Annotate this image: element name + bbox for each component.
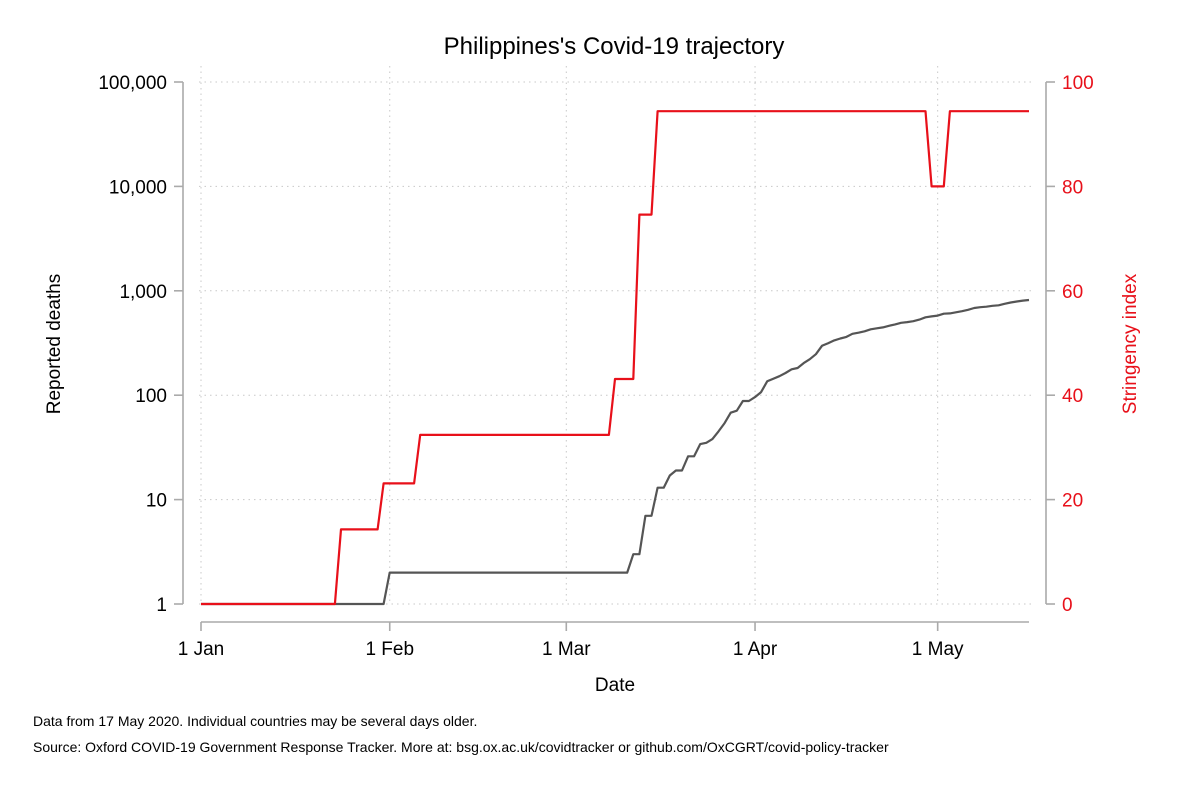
left-axis-tick-label: 1,000 <box>119 282 167 303</box>
right-axis-tick-label: 80 <box>1062 177 1083 198</box>
left-axis-title: Reported deaths <box>44 274 65 415</box>
right-axis-tick-label: 40 <box>1062 386 1083 407</box>
right-axis-tick-label: 0 <box>1062 595 1073 616</box>
right-axis-tick-label: 100 <box>1062 73 1094 94</box>
x-axis-tick-label: 1 Feb <box>365 639 414 660</box>
left-axis-tick-label: 10 <box>146 491 167 512</box>
series <box>201 110 1030 606</box>
right-axis-tick-label: 20 <box>1062 491 1083 512</box>
chart-title: Philippines's Covid-19 trajectory <box>444 33 785 60</box>
source-note: Source: Oxford COVID-19 Government Respo… <box>33 739 889 755</box>
x-axis-tick-label: 1 Apr <box>733 639 778 660</box>
deaths-line <box>201 298 1030 606</box>
x-axis-tick-label: 1 Jan <box>178 639 224 660</box>
left-axis-tick-label: 100,000 <box>98 73 167 94</box>
stringency-line <box>201 110 1029 606</box>
x-axis-title: Date <box>595 675 635 696</box>
right-axis-title: Stringency index <box>1120 273 1141 414</box>
data-date-note: Data from 17 May 2020. Individual countr… <box>33 713 477 729</box>
grid <box>199 66 1031 605</box>
left-axis-tick-label: 10,000 <box>109 177 167 198</box>
left-axis-tick-label: 1 <box>156 595 167 616</box>
x-axis-tick-label: 1 Mar <box>542 639 591 660</box>
x-axis-tick-label: 1 May <box>912 639 964 660</box>
right-axis-tick-label: 60 <box>1062 282 1083 303</box>
axes: 1 10 100 1,000 10,000 100,000 0 20 40 60 80 100 1 Ja… <box>98 73 1093 660</box>
left-axis-tick-label: 100 <box>135 386 167 407</box>
